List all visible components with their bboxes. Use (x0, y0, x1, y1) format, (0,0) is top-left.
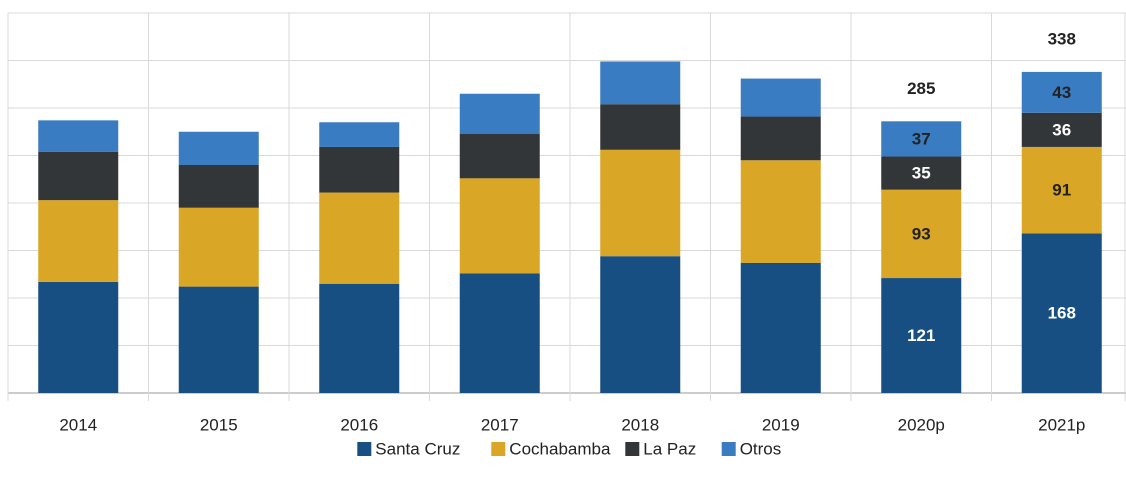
total-label: 285 (907, 79, 935, 98)
data-label: 91 (1052, 181, 1071, 200)
bar-segment (1021, 233, 1102, 393)
bar-segment (881, 121, 962, 157)
bar-segment (600, 256, 681, 393)
bar-segment (1021, 112, 1102, 147)
bar-segment (319, 146, 400, 193)
bar-segment (178, 131, 259, 165)
bar-segment (600, 104, 681, 150)
bar-segment (600, 149, 681, 257)
bar-segment (459, 93, 540, 134)
legend-label: Otros (740, 439, 782, 458)
bar-segment (319, 192, 400, 284)
bar-segment (319, 283, 400, 393)
legend-label: La Paz (643, 439, 696, 458)
x-tick-label: 2016 (340, 415, 378, 434)
legend-swatch (491, 442, 506, 456)
bar-segment (319, 122, 400, 147)
x-tick-label: 2021p (1038, 415, 1085, 434)
bar-segment (459, 133, 540, 179)
x-tick-label: 2014 (59, 415, 97, 434)
bar-segment (38, 120, 119, 152)
total-label: 338 (1048, 29, 1076, 48)
bar-segment (38, 200, 119, 282)
x-tick-label: 2018 (621, 415, 659, 434)
data-label: 37 (912, 129, 931, 148)
x-tick-label: 2015 (200, 415, 238, 434)
legend-swatch (625, 442, 640, 456)
data-label: 168 (1048, 304, 1076, 323)
bar-segment (1021, 71, 1102, 113)
legend-label: Cochabamba (509, 439, 611, 458)
bar-segment (38, 151, 119, 201)
bar-segment (178, 165, 259, 208)
legend-label: Santa Cruz (375, 439, 460, 458)
data-label: 35 (912, 164, 931, 183)
bar-segment (881, 278, 962, 393)
bar-segment (740, 78, 821, 117)
x-tick-label: 2017 (481, 415, 519, 434)
bar-segment (740, 160, 821, 263)
x-tick-label: 2019 (762, 415, 800, 434)
bar-segment (881, 156, 962, 190)
bar-segment (459, 178, 540, 274)
bar-segment (600, 61, 681, 105)
x-tick-label: 2020p (898, 415, 945, 434)
legend-swatch (721, 442, 736, 456)
bar-segment (38, 281, 119, 393)
bar-segment (178, 286, 259, 393)
bar-segment (178, 207, 259, 287)
legend-swatch (357, 442, 372, 456)
data-label: 93 (912, 224, 931, 243)
bar-segment (740, 262, 821, 393)
bar-segment (740, 116, 821, 161)
data-label: 36 (1052, 120, 1071, 139)
bar-segment (881, 189, 962, 279)
data-label: 121 (907, 326, 935, 345)
data-label: 43 (1052, 83, 1071, 102)
bar-segment (459, 273, 540, 393)
bar-segment (1021, 146, 1102, 234)
